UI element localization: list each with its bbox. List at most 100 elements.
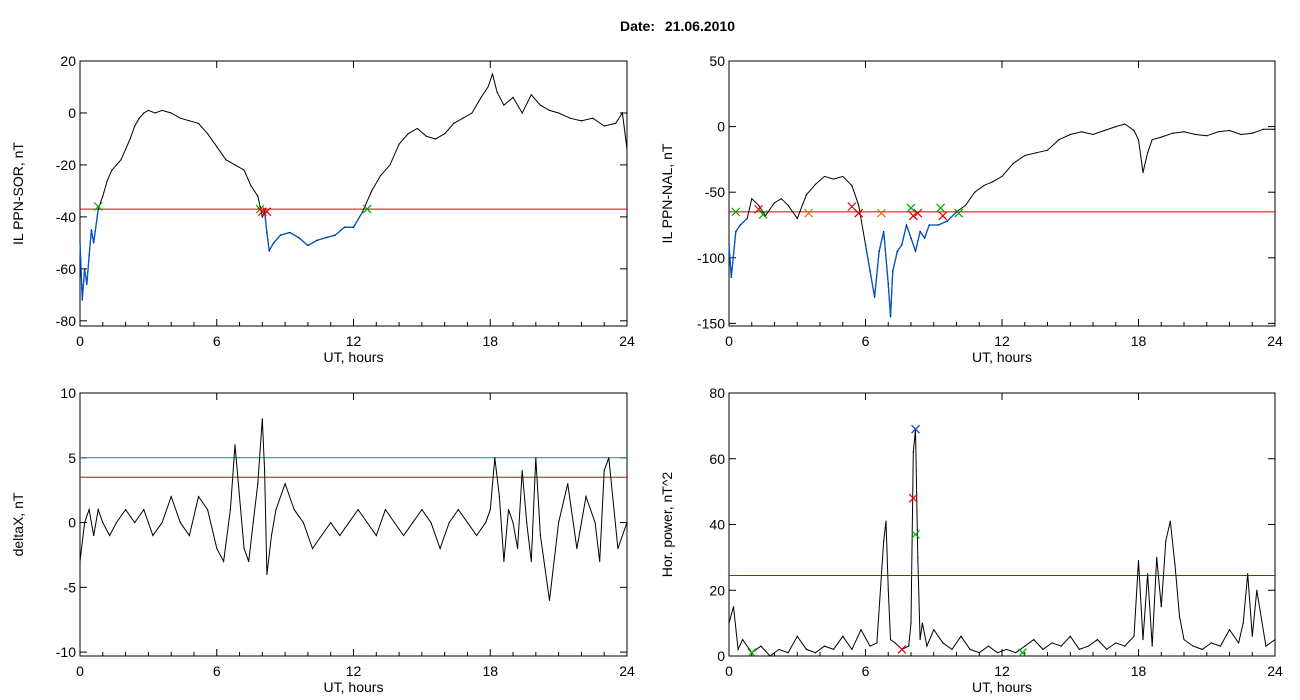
data-point [489,509,491,511]
data-point [928,224,930,226]
data-point [910,237,912,239]
data-point [109,534,111,537]
data-point [851,648,853,651]
event-marker [877,208,886,218]
data-point [778,648,780,651]
event-marker [913,208,923,218]
data-point [615,122,617,124]
event-marker [93,202,103,211]
data-point [88,255,90,257]
data-point [1210,642,1212,644]
data-point [983,185,985,187]
data-point [1194,133,1196,136]
data-point [860,629,862,631]
series-below-threshold-segment [93,209,99,243]
panel-top-left: 0 6 12 18 24 -80 -60 -40 -20 0 20 UT, hours IL PPN-S… [10,53,635,365]
series-below-threshold-segment [88,229,93,256]
data-point [234,164,236,166]
data-point [512,521,514,524]
data-point [507,509,510,511]
data-point [1060,645,1062,647]
x-tick-label: 24 [1267,663,1283,679]
event-marker [847,202,857,212]
data-point [937,224,939,226]
y-tick-label: 60 [709,451,725,467]
plot-frame [79,392,628,657]
data-point [1058,139,1060,141]
data-point [814,183,817,185]
series-below-threshold-segment [273,234,282,244]
series-below-threshold-segment [892,251,898,272]
data-point [780,198,782,200]
data-point [416,127,418,130]
data-point [787,652,789,654]
y-tick-label: -60 [56,261,76,277]
data-point [1242,622,1244,624]
data-point [1256,589,1258,591]
x-tick-label: 12 [994,333,1010,349]
data-point [448,521,450,524]
data-point [901,244,903,246]
x-tick-label: 0 [76,333,84,349]
data-point [207,133,209,135]
data-point [823,645,826,647]
panel-top-right: 0 6 12 18 24 -150 -100 -50 0 50 UT, hours IL PPN-NA… [659,53,1283,365]
data-point [608,457,610,459]
x-tick-label: 0 [725,663,733,679]
data-point [805,648,807,651]
data-point [1012,162,1014,164]
series-below-threshold-segment [869,270,876,298]
data-point [889,638,892,641]
data-point [485,521,487,524]
data-point [138,117,140,119]
data-point [403,534,405,537]
page-title: Date: 21.06.2010 [0,18,1300,34]
data-point [905,224,908,226]
data-point [1137,560,1140,562]
data-point [548,599,551,601]
data-point [320,534,323,537]
series-below-threshold-segment [307,239,318,247]
data-point [248,560,250,563]
data-point [558,521,560,524]
data-point [517,547,519,550]
data-point [914,250,917,252]
y-tick-label: 0 [68,105,76,121]
data-point [1169,520,1171,522]
data-point [876,642,878,644]
data-point [760,645,762,647]
data-point [933,629,935,631]
data-point [88,509,90,511]
data-point [289,231,291,234]
data-point [742,638,744,641]
data-point [751,198,753,200]
data-point [1133,635,1135,637]
data-point [730,276,732,279]
y-tick-label: 40 [709,517,725,533]
data-point [259,205,261,208]
data-point [330,521,332,524]
data-point [143,509,145,511]
data-point [266,573,268,575]
series-below-threshold-segment [289,231,300,239]
data-point [115,521,118,524]
data-point [535,457,537,459]
data-point [225,159,227,161]
series-below-threshold-segment [266,232,270,251]
data-point [257,195,259,197]
series-below-threshold-segment [81,268,86,301]
y-tick-label: 0 [717,648,725,664]
data-point [917,556,919,558]
data-point [1142,638,1144,641]
series-below-threshold-segment [910,237,917,252]
data-point [887,283,889,285]
series-below-threshold-segment [914,231,921,252]
data-point [143,112,145,114]
data-point [466,521,469,524]
x-tick-label: 0 [76,663,84,679]
series-below-threshold-segment [735,224,741,232]
x-tick-label: 12 [346,333,362,349]
data-point [434,138,437,140]
data-point [264,211,266,213]
